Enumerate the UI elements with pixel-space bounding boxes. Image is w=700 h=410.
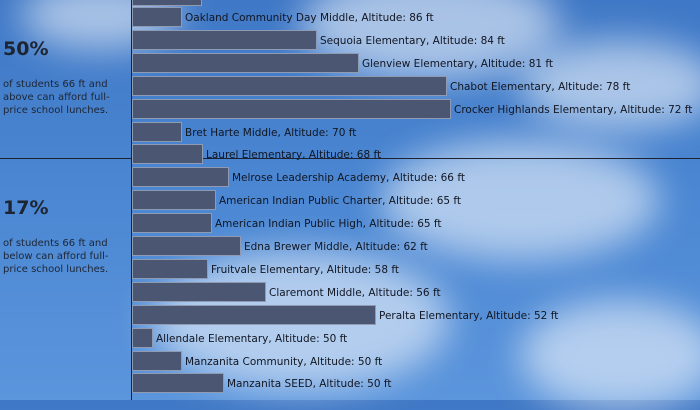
- summary-above-percent: 50%: [3, 38, 49, 60]
- cloud-decoration: [520, 40, 700, 130]
- chart-bar[interactable]: [132, 213, 212, 234]
- chart-bar-label: Oakland Community Day Middle, Altitude: …: [185, 12, 434, 24]
- chart-bar[interactable]: [132, 258, 208, 279]
- chart-bar-label: Claremont Middle, Altitude: 56 ft: [269, 286, 441, 299]
- chart-bar[interactable]: [132, 304, 376, 325]
- chart-bar-label: Peralta Elementary, Altitude: 52 ft: [379, 309, 559, 322]
- chart-bar[interactable]: [132, 167, 229, 188]
- chart-bar-label: Chabot Elementary, Altitude: 78 ft: [450, 80, 631, 93]
- chart-bar[interactable]: [132, 350, 182, 371]
- summary-below-text: of students 66 ft and below can afford f…: [3, 238, 109, 275]
- bar-axis: [131, 0, 132, 400]
- chart-bar-label: Crocker Highlands Elementary, Altitude: …: [454, 103, 693, 116]
- chart-bar-label: Sequoia Elementary, Altitude: 84 ft: [320, 34, 505, 47]
- chart-bar[interactable]: [132, 190, 216, 211]
- chart-bar[interactable]: [132, 121, 182, 142]
- cloud-decoration: [520, 300, 700, 410]
- chart-bar[interactable]: [132, 52, 359, 73]
- chart-bar-partial: [132, 0, 202, 6]
- chart-bar-label: Edna Brewer Middle, Altitude: 62 ft: [244, 241, 428, 253]
- chart-bar[interactable]: [132, 281, 266, 302]
- chart-bar[interactable]: [132, 98, 451, 119]
- chart-bar-label: Glenview Elementary, Altitude: 81 ft: [362, 57, 554, 70]
- chart-bar-label: American Indian Public Charter, Altitude…: [219, 195, 462, 208]
- chart-bar[interactable]: [132, 75, 447, 96]
- chart-bar[interactable]: [132, 7, 182, 27]
- chart-bar-label: Manzanita Community, Altitude: 50 ft: [185, 355, 383, 368]
- chart-bar[interactable]: [132, 236, 241, 256]
- chart-bar[interactable]: [132, 144, 203, 165]
- cloud-decoration: [380, 140, 660, 260]
- summary-below: 17% of students 66 ft and below can affo…: [3, 197, 123, 276]
- summary-above: 50% of students 66 ft and above can affo…: [3, 38, 123, 117]
- chart-bar-label: Allendale Elementary, Altitude: 50 ft: [156, 332, 348, 345]
- chart-bar[interactable]: [132, 29, 317, 50]
- chart-bar-label: Bret Harte Middle, Altitude: 70 ft: [185, 126, 357, 139]
- chart-bar-label: Melrose Leadership Academy, Altitude: 66…: [232, 172, 465, 185]
- chart-bar-label: Laurel Elementary, Altitude: 68 ft: [206, 149, 382, 162]
- chart-bar-label: Manzanita SEED, Altitude: 50 ft: [227, 378, 392, 391]
- summary-above-text: of students 66 ft and above can afford f…: [3, 79, 110, 116]
- chart-bar[interactable]: [132, 373, 224, 394]
- chart-bar[interactable]: [132, 327, 153, 348]
- chart-bar-label: American Indian Public High, Altitude: 6…: [215, 218, 442, 231]
- threshold-divider: [0, 158, 700, 159]
- chart-bar-label: Fruitvale Elementary, Altitude: 58 ft: [211, 263, 399, 276]
- summary-below-percent: 17%: [3, 197, 49, 219]
